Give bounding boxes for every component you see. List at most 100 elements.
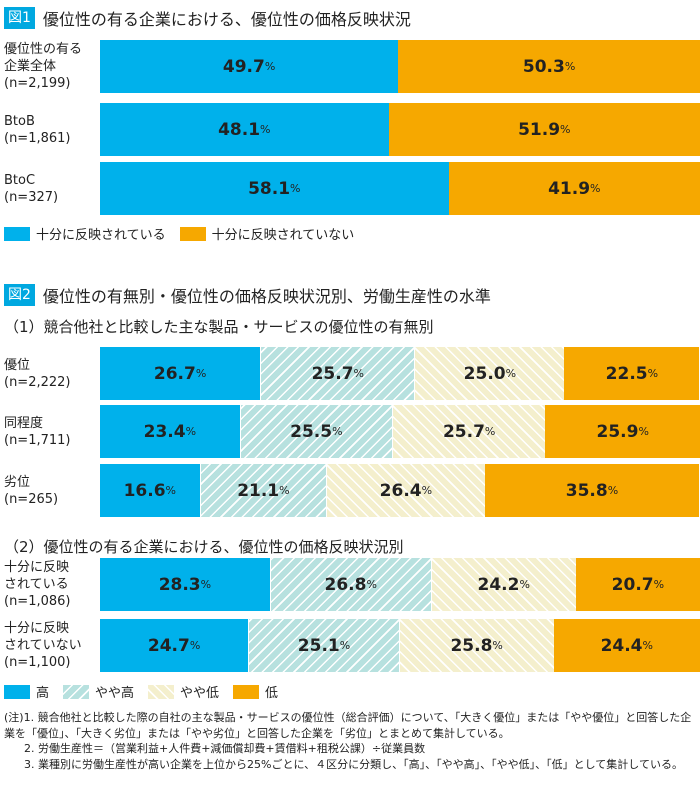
note-item: 2. 労働生産性＝（営業利益+人件費+減価償却費+賃借料+租税公課）÷従業員数 <box>4 741 696 757</box>
bar-segment: 58.1% <box>100 162 449 215</box>
legend-item: 高 <box>4 682 49 701</box>
row-label-line: されていない <box>4 638 82 653</box>
data-label: 23.4 <box>143 421 186 442</box>
data-label: 51.9 <box>518 119 561 140</box>
row-label: 同程度 (n=1,711) <box>4 415 71 449</box>
bar-segment: 24.4% <box>553 619 700 672</box>
legend-label: 低 <box>265 686 279 701</box>
legend-item: やや低 <box>148 682 219 701</box>
data-label: 35.8 <box>565 480 608 501</box>
unit-label: % <box>165 484 176 497</box>
legend-label: やや高 <box>95 686 135 701</box>
row-label-line: (n=2,199) <box>4 76 71 91</box>
unit-label: % <box>492 639 503 652</box>
data-label: 25.8 <box>450 635 493 656</box>
unit-label: % <box>653 578 665 591</box>
figure-tag: 図2 <box>4 284 35 306</box>
unit-label: % <box>353 367 364 380</box>
bar-segment: 49.7% <box>100 40 399 93</box>
row-label: 優位 (n=2,222) <box>4 357 71 391</box>
unit-label: % <box>200 578 212 591</box>
figure-tag: 図1 <box>4 7 35 29</box>
data-label: 28.3 <box>158 574 201 595</box>
row-label: 劣位 (n=265) <box>4 474 58 508</box>
data-label: 26.8 <box>324 574 367 595</box>
row-label-line: されている <box>4 577 69 592</box>
legend-label: 高 <box>36 686 50 701</box>
bar-segment: 16.6% <box>100 464 200 517</box>
unit-label: % <box>195 367 207 380</box>
bar-segment: 26.7% <box>100 347 261 400</box>
row-label: 十分に反映 されている (n=1,086) <box>4 559 71 610</box>
legend-item: やや高 <box>63 682 134 701</box>
data-label: 16.6 <box>123 480 166 501</box>
unit-label: % <box>189 639 201 652</box>
unit-label: % <box>590 182 601 195</box>
unit-label: % <box>642 639 653 652</box>
unit-label: % <box>647 367 659 380</box>
data-label: 21.1 <box>237 480 280 501</box>
row-label: BtoC (n=327) <box>4 172 58 206</box>
unit-label: % <box>339 639 351 652</box>
note-item: (注)1. 競合他社と比較した際の自社の主な製品・サービスの優位性（総合評価）に… <box>4 710 696 741</box>
bar-segment: 25.9% <box>545 405 700 458</box>
unit-label: % <box>638 425 649 438</box>
row-label-line: (n=1,711) <box>4 432 71 448</box>
note-text: 2. 労働生産性＝（営業利益+人件費+減価償却費+賃借料+租税公課）÷従業員数 <box>24 742 426 755</box>
data-label: 22.5 <box>605 363 648 384</box>
row-label-line: 優位 <box>4 357 31 373</box>
subtitle: （1）競合他社と比較した主な製品・サービスの優位性の有無別 <box>4 318 434 336</box>
unit-label: % <box>279 484 290 497</box>
legend-swatch <box>233 684 260 699</box>
data-label: 24.4 <box>600 635 643 656</box>
row-label-line: 同程度 <box>4 415 44 431</box>
stacked-bar: 16.6% 21.1% 26.4% 35.8% <box>100 464 700 517</box>
bar-segment: 25.0% <box>414 347 565 400</box>
data-label: 50.3 <box>522 56 565 77</box>
legend-item: 低 <box>233 682 278 701</box>
data-label: 24.7 <box>147 635 190 656</box>
stacked-bar: 58.1% 41.9% <box>100 162 700 215</box>
row-label-line: (n=2,222) <box>4 374 71 390</box>
stacked-bar: 48.1% 51.9% <box>100 103 700 156</box>
bar-segment: 20.7% <box>575 558 700 611</box>
notes: (注)1. 競合他社と比較した際の自社の主な製品・サービスの優位性（総合評価）に… <box>4 710 696 772</box>
data-label: 25.9 <box>596 421 639 442</box>
legend-swatch <box>4 226 30 241</box>
bar-segment: 48.1% <box>100 103 389 156</box>
row-label: 十分に反映 されていない (n=1,100) <box>4 620 82 671</box>
bar-segment: 26.8% <box>269 558 431 611</box>
unit-label: % <box>519 578 530 591</box>
data-label: 25.0 <box>463 363 506 384</box>
unit-label: % <box>264 60 276 73</box>
row-label-line: BtoC <box>4 172 36 188</box>
legend-swatch <box>179 226 206 241</box>
data-label: 25.7 <box>442 421 485 442</box>
stacked-bar: 24.7% 25.1% 25.8% 24.4% <box>100 619 700 672</box>
data-label: 24.2 <box>477 574 520 595</box>
legend-item: 十分に反映されている <box>4 224 166 243</box>
unit-label: % <box>366 578 377 591</box>
row-label-line: (n=1,100) <box>4 655 71 670</box>
data-label: 26.7 <box>153 363 196 384</box>
bar-segment: 25.8% <box>398 619 554 672</box>
bar-segment: 25.1% <box>248 619 399 672</box>
data-label: 49.7 <box>222 56 265 77</box>
note-text: 3. 業種別に労働生産性が高い企業を上位から25%ごとに、４区分に分類し、「高」… <box>24 757 683 771</box>
row-label: 優位性の有る 企業全体 (n=2,199) <box>4 41 82 92</box>
unit-label: % <box>505 367 517 380</box>
bar-segment: 24.2% <box>430 558 576 611</box>
figure-title: 図2 優位性の有無別・優位性の価格反映状況別、労働生産性の水準 <box>4 283 491 307</box>
legend-swatch <box>63 684 90 699</box>
unit-label: % <box>560 123 571 136</box>
stacked-bar: 49.7% 50.3% <box>100 40 700 93</box>
data-label: 25.7 <box>311 363 354 384</box>
unit-label: % <box>185 425 197 438</box>
row-label-line: 劣位 <box>4 474 31 490</box>
data-label: 20.7 <box>611 574 654 595</box>
row-label-line: BtoB <box>4 113 35 129</box>
legend-swatch <box>4 684 30 699</box>
row-label-line: (n=327) <box>4 189 59 205</box>
data-label: 41.9 <box>548 178 591 199</box>
note-item: 3. 業種別に労働生産性が高い企業を上位から25%ごとに、４区分に分類し、「高」… <box>4 757 696 773</box>
